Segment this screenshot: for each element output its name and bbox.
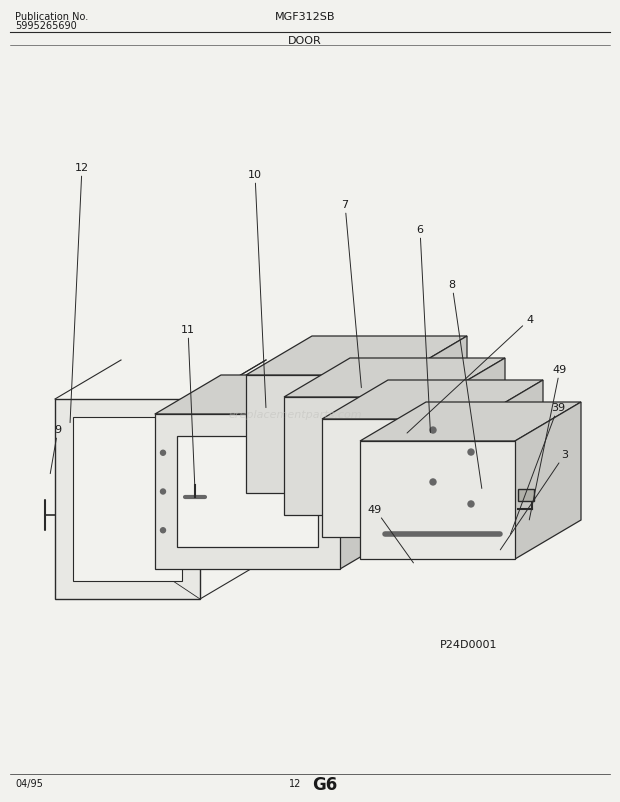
Polygon shape (360, 403, 581, 441)
Text: DOOR: DOOR (288, 36, 322, 46)
Polygon shape (155, 415, 340, 569)
Polygon shape (322, 419, 477, 537)
Polygon shape (246, 337, 467, 375)
Text: 5995265690: 5995265690 (15, 21, 77, 31)
Polygon shape (515, 403, 581, 559)
Text: 04/95: 04/95 (15, 778, 43, 788)
Text: 11: 11 (181, 325, 195, 490)
Text: ereplacementparts.com: ereplacementparts.com (228, 410, 362, 419)
Text: 4: 4 (407, 314, 534, 434)
Circle shape (430, 480, 436, 485)
Text: Publication No.: Publication No. (15, 12, 88, 22)
Text: 49: 49 (529, 365, 567, 520)
Polygon shape (360, 441, 515, 559)
Text: P24D0001: P24D0001 (440, 639, 497, 649)
Circle shape (161, 489, 166, 494)
Text: G6: G6 (312, 775, 338, 793)
Polygon shape (73, 418, 182, 581)
Polygon shape (246, 375, 401, 493)
Circle shape (468, 449, 474, 456)
Text: 3: 3 (500, 449, 569, 550)
Polygon shape (177, 436, 318, 547)
Polygon shape (284, 358, 505, 398)
Text: 49: 49 (368, 504, 414, 563)
Text: 39: 39 (510, 403, 565, 534)
Polygon shape (477, 380, 543, 537)
Text: 6: 6 (417, 225, 430, 433)
Text: 7: 7 (342, 200, 361, 388)
Text: 12: 12 (70, 163, 89, 423)
Polygon shape (518, 490, 534, 502)
Polygon shape (401, 337, 467, 493)
Circle shape (468, 501, 474, 508)
Polygon shape (340, 375, 406, 569)
Text: MGF312SB: MGF312SB (275, 12, 335, 22)
Text: 10: 10 (248, 170, 266, 408)
Polygon shape (284, 398, 439, 516)
Polygon shape (439, 358, 505, 516)
Text: 9: 9 (50, 424, 61, 474)
Polygon shape (322, 380, 543, 419)
Polygon shape (55, 399, 200, 599)
Circle shape (430, 427, 436, 434)
Text: 12: 12 (289, 778, 301, 788)
Text: 8: 8 (448, 280, 482, 488)
Polygon shape (155, 375, 406, 415)
Circle shape (161, 451, 166, 456)
Circle shape (161, 528, 166, 533)
